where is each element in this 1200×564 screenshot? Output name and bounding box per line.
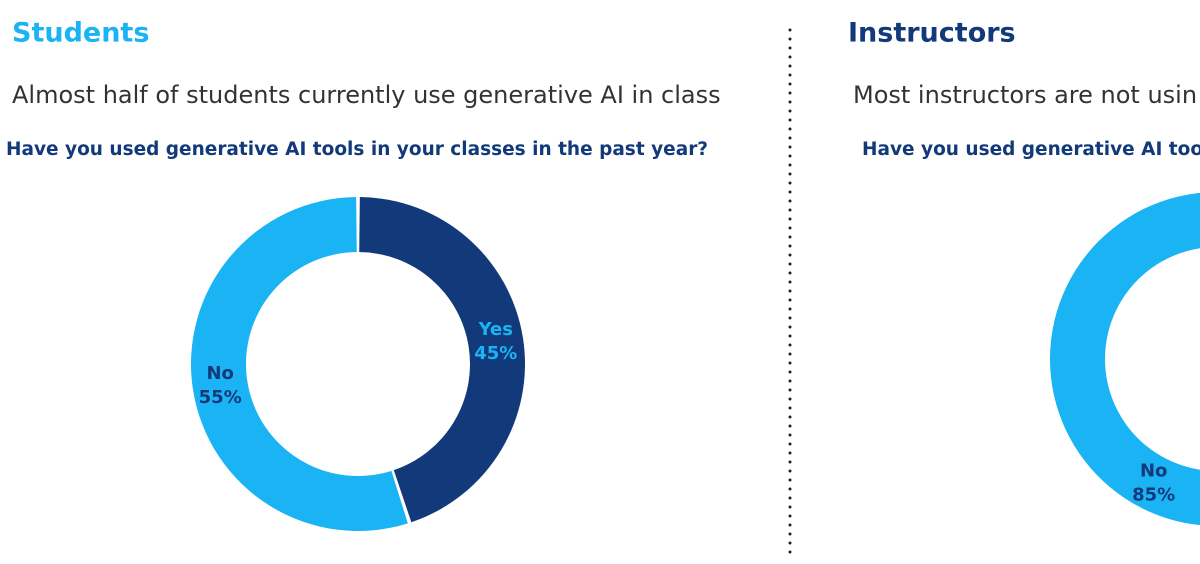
segment-category: No [1140, 460, 1167, 481]
donut-segment [359, 197, 526, 523]
panel-question: Have you used generative AI too [862, 139, 1200, 160]
segment-value: 85% [1132, 484, 1175, 505]
donut-segment [1050, 192, 1200, 526]
panel-title: Instructors [848, 18, 1016, 49]
segment-category: Yes [478, 319, 513, 340]
donut-segment [190, 197, 408, 531]
panel-title: Students [12, 18, 149, 49]
panel-subtitle: Almost half of students currently use ge… [12, 81, 721, 109]
segment-value: 55% [199, 387, 242, 408]
segment-category: No [206, 363, 233, 384]
panel-subtitle: Most instructors are not usin [853, 81, 1197, 109]
panel-question: Have you used generative AI tools in you… [6, 139, 708, 160]
segment-value: 45% [474, 343, 517, 364]
